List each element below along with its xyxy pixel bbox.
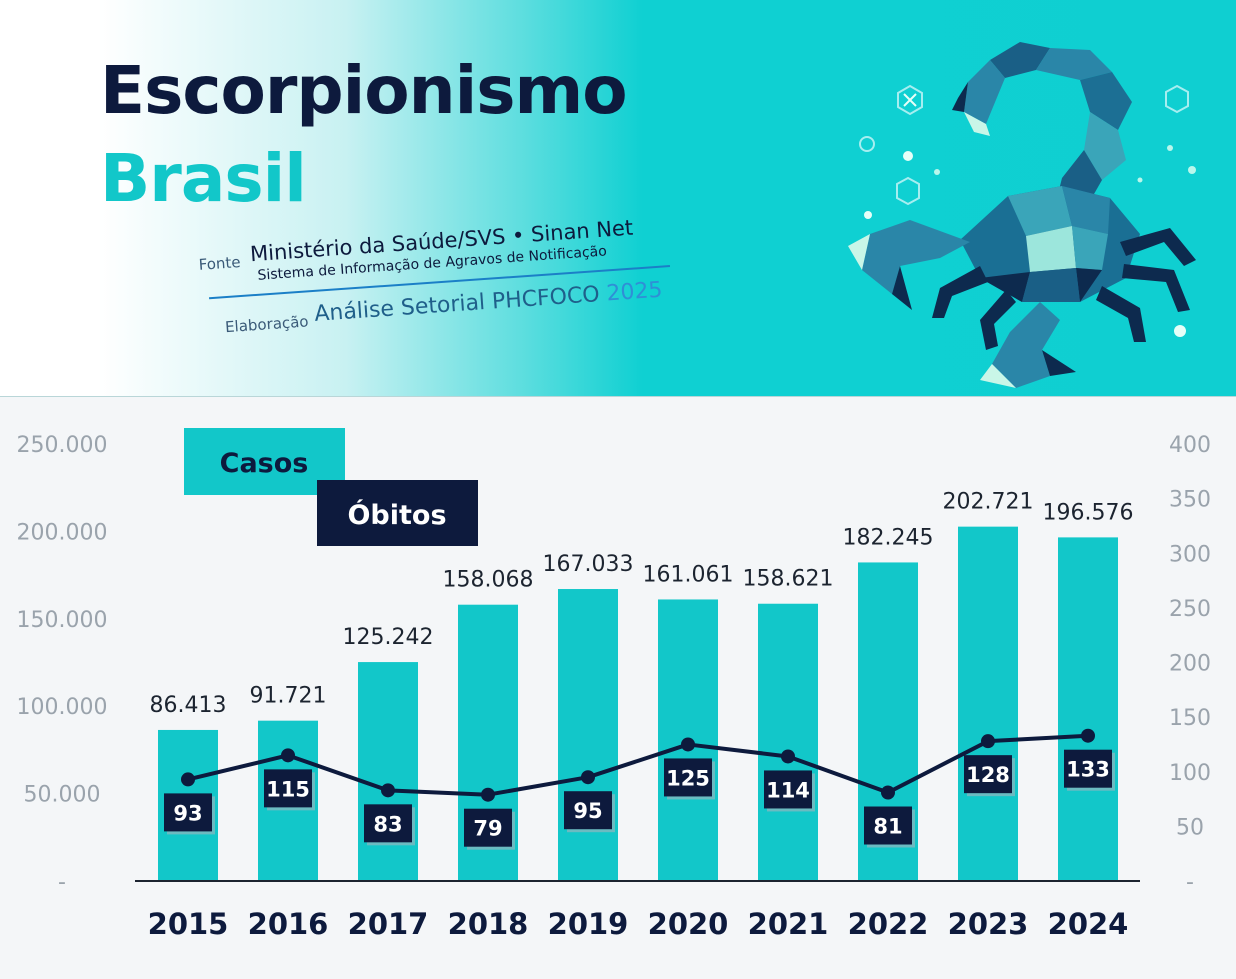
- bar-casos: [1058, 537, 1118, 881]
- line-obitos: 93 115 83 79 95 125 114 81 128 133: [164, 728, 1115, 850]
- bar-value-label: 158.068: [443, 568, 534, 593]
- bar-value-labels: 86.413 91.721 125.242 158.068 167.033 161.061…: [150, 490, 1134, 718]
- page-subtitle: Brasil: [100, 140, 307, 217]
- scorpion-claws: [848, 220, 1076, 388]
- line-point-obitos: [981, 734, 995, 749]
- source-credit: Fonte Ministério da Saúde/SVS • Sinan Ne…: [196, 193, 674, 355]
- line-value-label: 81: [873, 815, 902, 839]
- bar-value-label: 167.033: [543, 552, 634, 577]
- line-value-label: 128: [966, 763, 1010, 787]
- scorpion-tail: [952, 42, 1132, 210]
- close-x-icon: [897, 84, 923, 116]
- line-point-obitos: [581, 770, 595, 785]
- x-tick-label: 2018: [448, 907, 529, 941]
- right-tick-label: -: [1186, 870, 1194, 895]
- divider: [0, 396, 1236, 397]
- bar-casos: [758, 603, 818, 881]
- legend-label-obitos: Óbitos: [347, 499, 446, 531]
- line-value-label: 83: [373, 812, 402, 836]
- legend-item-obitos: Óbitos: [317, 480, 478, 546]
- x-tick-label: 2016: [248, 907, 329, 941]
- left-tick-label: 150.000: [17, 608, 108, 633]
- x-axis-labels: 2015 2016 2017 2018 2019 2020 2021 2022 2023 2024: [148, 907, 1129, 941]
- line-value-label: 133: [1066, 758, 1110, 782]
- right-tick-label: 350: [1169, 488, 1211, 513]
- bar-value-label: 196.576: [1043, 500, 1134, 525]
- data-label-box: [564, 791, 612, 830]
- x-tick-label: 2019: [548, 907, 629, 941]
- line-point-obitos: [281, 748, 295, 763]
- right-tick-label: 300: [1169, 542, 1211, 567]
- scorpion-body: [960, 186, 1140, 302]
- source-label: Fonte: [198, 253, 242, 274]
- bar-value-label: 86.413: [150, 693, 227, 718]
- right-tick-label: 150: [1169, 706, 1211, 731]
- line-point-obitos: [181, 772, 195, 787]
- left-tick-label: 100.000: [17, 695, 108, 720]
- line-point-obitos: [881, 785, 895, 800]
- left-tick-label: 250.000: [17, 433, 108, 458]
- line-value-label: 114: [766, 778, 810, 802]
- x-tick-label: 2023: [948, 907, 1029, 941]
- bar-casos: [958, 526, 1018, 881]
- hexagon-icon: [1165, 84, 1189, 114]
- right-tick-label: 200: [1169, 652, 1211, 677]
- line-value-label: 125: [666, 766, 710, 790]
- bar-value-label: 158.621: [743, 567, 834, 592]
- right-axis-ticks: 400 350 300 250 200 150 100 50 -: [1169, 433, 1211, 895]
- data-label-box: [1064, 749, 1112, 788]
- bar-casos: [358, 662, 418, 881]
- credit-main: Análise Setorial PHCFOCO 2025: [314, 278, 664, 327]
- left-tick-label: -: [58, 870, 66, 895]
- right-tick-label: 250: [1169, 597, 1211, 622]
- data-label-box: [664, 758, 712, 797]
- right-tick-label: 400: [1169, 433, 1211, 458]
- line-point-obitos: [681, 737, 695, 752]
- legend: Casos Óbitos: [184, 428, 478, 546]
- bar-value-label: 125.242: [343, 625, 434, 650]
- data-label-box: [164, 793, 212, 832]
- bar-casos: [558, 589, 618, 881]
- right-tick-label: 50: [1176, 815, 1204, 840]
- left-tick-label: 50.000: [24, 783, 101, 808]
- credit-label: Elaboração: [224, 312, 310, 337]
- x-tick-label: 2022: [848, 907, 929, 941]
- hexagon-icon: [896, 176, 920, 206]
- scorpion-illustration: [848, 42, 1196, 388]
- line-point-obitos: [1081, 728, 1095, 743]
- line-point-obitos: [481, 787, 495, 802]
- legend-label-casos: Casos: [220, 448, 309, 479]
- line-path-obitos: [187, 733, 1089, 797]
- left-tick-label: 200.000: [17, 520, 108, 545]
- x-tick-label: 2024: [1048, 907, 1129, 941]
- left-axis-ticks: 250.000 200.000 150.000 100.000 50.000 -: [17, 433, 108, 895]
- data-label-box: [464, 808, 512, 847]
- credit-year: 2025: [605, 277, 664, 307]
- header-banner: Escorpionismo Brasil Fonte Ministério da…: [0, 0, 1236, 396]
- bar-value-label: 202.721: [943, 490, 1034, 515]
- line-point-obitos: [381, 783, 395, 798]
- legend-swatch-obitos: [317, 480, 478, 546]
- data-label-box: [864, 806, 912, 845]
- x-tick-label: 2020: [648, 907, 729, 941]
- page-title: Escorpionismo: [100, 52, 628, 129]
- line-value-label: 115: [266, 777, 310, 801]
- data-label-box: [364, 804, 412, 843]
- line-value-label: 93: [173, 801, 202, 825]
- data-label-box: [764, 770, 812, 809]
- x-tick-label: 2015: [148, 907, 229, 941]
- x-tick-label: 2017: [348, 907, 429, 941]
- cases-deaths-chart: 250.000 200.000 150.000 100.000 50.000 - 400 3…: [17, 428, 1211, 941]
- data-label-box: [964, 755, 1012, 794]
- line-value-label: 79: [473, 817, 502, 841]
- data-label-box: [264, 769, 312, 808]
- bar-value-label: 161.061: [643, 562, 734, 587]
- line-point-obitos: [781, 749, 795, 764]
- bar-value-label: 91.721: [250, 684, 327, 709]
- bar-value-label: 182.245: [843, 525, 934, 550]
- x-tick-label: 2021: [748, 907, 829, 941]
- right-tick-label: 100: [1169, 761, 1211, 786]
- line-value-label: 95: [573, 799, 602, 823]
- scorpion-legs: [932, 228, 1196, 350]
